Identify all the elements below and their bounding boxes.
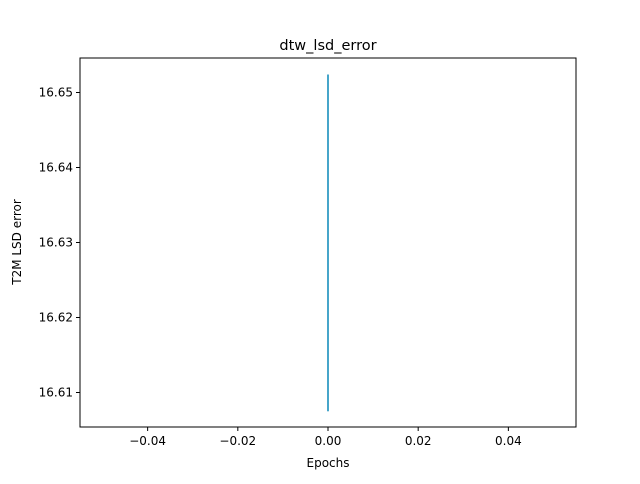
x-tick-label: 0.02 bbox=[405, 434, 432, 448]
y-tick-label: 16.62 bbox=[39, 311, 73, 325]
x-tick-label: −0.02 bbox=[219, 434, 256, 448]
x-axis-ticks: −0.04 −0.02 0.00 0.02 0.04 bbox=[129, 427, 522, 448]
y-tick-label: 16.64 bbox=[39, 161, 73, 175]
y-tick-label: 16.61 bbox=[39, 386, 73, 400]
y-tick-label: 16.63 bbox=[39, 236, 73, 250]
chart-title: dtw_lsd_error bbox=[279, 38, 376, 54]
y-axis-ticks: 16.61 16.62 16.63 16.64 16.65 bbox=[39, 86, 80, 400]
x-tick-label: 0.04 bbox=[495, 434, 522, 448]
y-axis-label: T2M LSD error bbox=[10, 199, 24, 286]
x-tick-label: 0.00 bbox=[315, 434, 342, 448]
x-tick-label: −0.04 bbox=[129, 434, 166, 448]
y-tick-label: 16.65 bbox=[39, 86, 73, 100]
x-axis-label: Epochs bbox=[307, 456, 350, 470]
